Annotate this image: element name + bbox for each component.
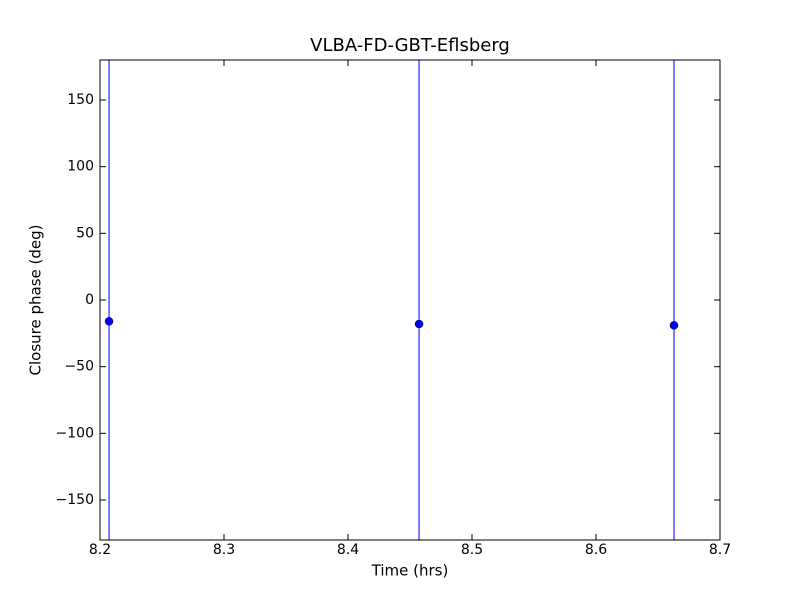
y-tick-label: 150 (67, 92, 94, 108)
y-tick-label: −100 (56, 425, 94, 441)
y-axis-label: Closure phase (deg) (27, 225, 45, 376)
data-point (104, 317, 114, 326)
x-tick-label: 8.3 (213, 542, 235, 558)
x-tick-label: 8.5 (461, 542, 483, 558)
plot-area (104, 60, 679, 540)
x-tick-label: 8.4 (337, 542, 359, 558)
y-tick-label: 50 (76, 225, 94, 241)
chart-title: VLBA-FD-GBT-Eflsberg (310, 35, 510, 56)
x-axis-label: Time (hrs) (371, 562, 449, 580)
x-tick-label: 8.2 (89, 542, 111, 558)
y-tick-label: −150 (56, 492, 94, 508)
data-point (669, 321, 679, 330)
y-tick-label: 0 (85, 292, 94, 308)
y-tick-label: −50 (64, 359, 94, 375)
data-point (414, 319, 424, 329)
x-tick-label: 8.6 (585, 542, 607, 558)
y-tick-label: 100 (67, 159, 94, 175)
x-tick-label: 8.7 (709, 542, 731, 558)
